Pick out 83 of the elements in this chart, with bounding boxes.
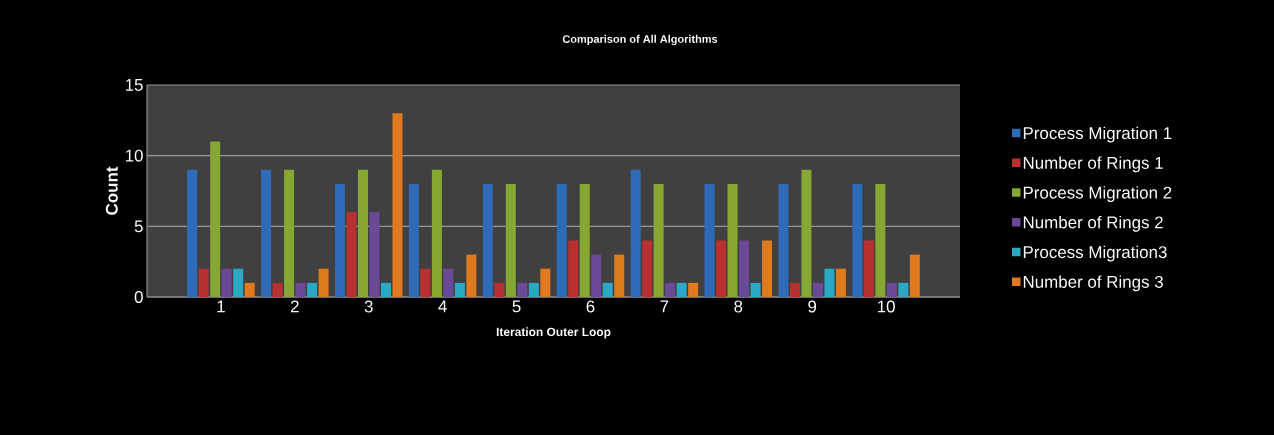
bar: [295, 282, 306, 297]
bar: [863, 240, 874, 297]
bar: [898, 282, 909, 297]
x-tick-label: 10: [877, 300, 895, 313]
bar: [886, 282, 897, 297]
bar: [909, 254, 920, 297]
y-tick-label: 10: [125, 149, 143, 162]
legend-label: Number of Rings 1: [1023, 156, 1163, 173]
bar: [233, 268, 244, 297]
x-tick-label: 3: [364, 300, 373, 313]
bar: [517, 282, 528, 297]
bar: [357, 169, 368, 297]
chart-title: Comparison of All Algorithms: [562, 34, 718, 46]
bar: [380, 282, 391, 297]
legend-label: Number of Rings 3: [1023, 275, 1163, 292]
bar: [602, 282, 613, 297]
x-tick-label: 7: [660, 300, 669, 313]
bar: [318, 268, 329, 297]
bar: [579, 183, 590, 297]
bar: [346, 212, 357, 297]
bar: [812, 282, 823, 297]
bar: [431, 169, 442, 297]
bar: [653, 183, 664, 297]
bar: [568, 240, 579, 297]
x-axis-title: Iteration Outer Loop: [496, 327, 611, 339]
bar: [676, 282, 687, 297]
bar: [244, 282, 255, 297]
x-tick-label: 9: [808, 300, 817, 313]
bar: [307, 282, 318, 297]
bar: [272, 282, 283, 297]
x-tick-label: 6: [586, 300, 595, 313]
bar: [642, 240, 653, 297]
bar: [614, 254, 625, 297]
bar: [284, 169, 295, 297]
bar: [835, 268, 846, 297]
bar: [824, 268, 835, 297]
x-tick-label: 5: [512, 300, 521, 313]
bar: [420, 268, 431, 297]
bar: [454, 282, 465, 297]
bar: [443, 268, 454, 297]
bar: [494, 282, 505, 297]
bar: [716, 240, 727, 297]
bar: [739, 240, 750, 297]
bar: [261, 169, 272, 297]
x-tick-label: 1: [217, 300, 225, 313]
legend-label: Process Migration3: [1023, 245, 1167, 262]
bar: [778, 183, 789, 297]
x-tick-label: 2: [290, 300, 299, 313]
bar: [334, 183, 345, 297]
bar: [750, 282, 761, 297]
bar: [591, 254, 602, 297]
bar: [556, 183, 567, 297]
bar: [528, 282, 539, 297]
bar: [210, 141, 221, 297]
y-tick-label: 0: [134, 290, 143, 303]
legend-label: Process Migration 1: [1023, 126, 1172, 143]
bar: [704, 183, 715, 297]
bar: [482, 183, 493, 297]
bar: [801, 169, 812, 297]
bar: [369, 212, 380, 297]
bar: [630, 169, 641, 297]
bar: [789, 282, 800, 297]
bar: [762, 240, 773, 297]
bar: [408, 183, 419, 297]
y-tick-label: 5: [134, 220, 143, 233]
bar: [187, 169, 198, 297]
bar: [875, 183, 886, 297]
bar: [727, 183, 738, 297]
legend-label: Process Migration 2: [1023, 186, 1172, 202]
bar: [392, 113, 403, 297]
y-axis-title: Count: [105, 166, 118, 215]
y-tick-label: 15: [125, 79, 143, 91]
bar: [665, 282, 676, 297]
legend-label: Number of Rings 2: [1023, 215, 1163, 232]
bar: [221, 268, 232, 297]
bar: [466, 254, 477, 297]
bar: [688, 282, 699, 297]
x-tick-label: 4: [438, 300, 447, 313]
bar: [852, 183, 863, 297]
bar: [198, 268, 209, 297]
bar: [540, 268, 551, 297]
bar: [505, 183, 516, 297]
x-tick-label: 8: [734, 300, 743, 313]
